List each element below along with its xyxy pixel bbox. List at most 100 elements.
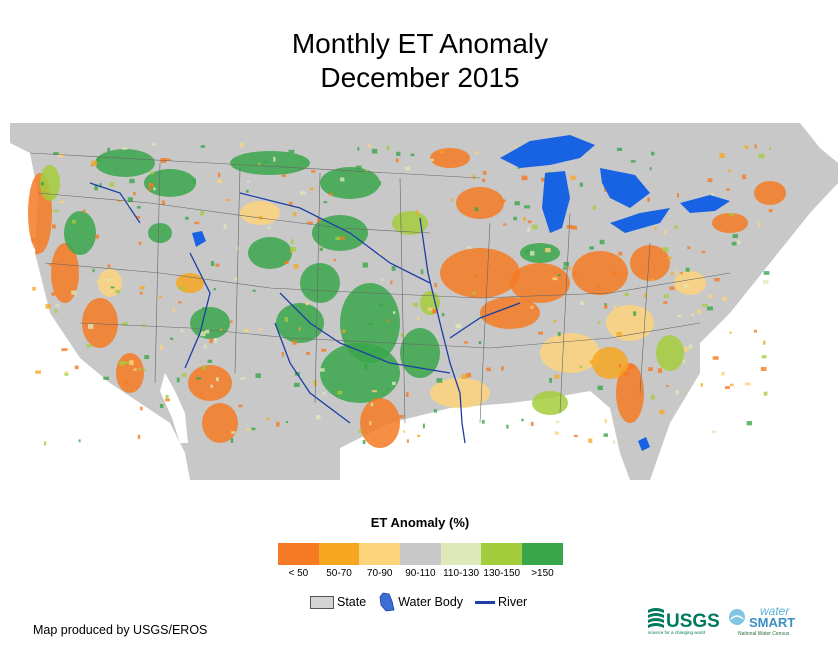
anomaly-speckle	[200, 210, 204, 216]
anomaly-patch	[656, 335, 684, 371]
mississippi-river	[419, 217, 466, 444]
anomaly-speckle	[618, 251, 623, 256]
anomaly-speckle	[659, 409, 665, 414]
anomaly-speckle	[386, 387, 390, 391]
anomaly-speckle	[72, 220, 76, 224]
anomaly-speckle	[124, 361, 130, 364]
anomaly-patch	[606, 305, 654, 341]
anomaly-speckle	[616, 332, 622, 337]
anomaly-speckle	[213, 287, 216, 291]
anomaly-speckle	[761, 355, 767, 359]
lake-erie	[610, 208, 670, 233]
anomaly-speckle	[122, 381, 129, 384]
anomaly-speckle	[573, 434, 578, 437]
anomaly-speckle	[315, 414, 321, 420]
missouri-river	[239, 192, 431, 284]
anomaly-speckle	[503, 223, 507, 226]
anomaly-speckle	[200, 331, 206, 337]
anomaly-speckle	[563, 262, 570, 267]
anomaly-speckle	[127, 197, 133, 203]
anomaly-speckle	[532, 224, 538, 230]
anomaly-speckle	[648, 367, 653, 371]
anomaly-speckle	[706, 306, 713, 311]
anomaly-speckle	[141, 324, 147, 327]
anomaly-patch	[320, 343, 400, 403]
anomaly-speckle	[140, 406, 143, 411]
usgs-text: USGS	[666, 611, 720, 632]
anomaly-speckle	[387, 319, 390, 322]
anomaly-speckle	[724, 386, 730, 389]
legend-label: 130-150	[483, 568, 521, 579]
anomaly-speckle	[711, 430, 717, 434]
anomaly-speckle	[603, 433, 608, 437]
anomaly-patch	[230, 151, 310, 175]
anomaly-speckle	[545, 248, 551, 253]
anomaly-speckle	[53, 210, 59, 212]
water-key: Water Body	[378, 592, 463, 612]
anomaly-speckle	[557, 274, 561, 277]
anomaly-speckle	[440, 150, 444, 154]
anomaly-speckle	[501, 366, 504, 371]
anomaly-speckle	[395, 158, 399, 163]
anomaly-patch	[754, 181, 786, 205]
anomaly-patch	[480, 297, 540, 329]
anomaly-speckle	[151, 143, 157, 146]
anomaly-patch	[51, 243, 79, 303]
anomaly-speckle	[736, 240, 741, 244]
anomaly-speckle	[365, 169, 368, 173]
lake-michigan	[542, 171, 570, 233]
anomaly-speckle	[64, 371, 68, 374]
anomaly-speckle	[482, 171, 487, 175]
anomaly-speckle	[106, 279, 112, 282]
anomaly-patch	[82, 298, 118, 348]
anomaly-speckle	[527, 220, 532, 224]
atlantic-ocean	[650, 183, 838, 480]
anomaly-speckle	[758, 153, 765, 159]
anomaly-speckle	[94, 185, 98, 191]
anomaly-patch	[674, 271, 706, 295]
anomaly-speckle	[294, 382, 300, 387]
anomaly-patch	[616, 363, 644, 423]
anomaly-speckle	[309, 187, 314, 191]
anomaly-speckle	[436, 378, 443, 383]
anomaly-speckle	[263, 160, 268, 164]
anomaly-speckle	[180, 329, 184, 332]
anomaly-speckle	[400, 332, 404, 338]
state-line-7	[399, 177, 406, 424]
anomaly-speckle	[552, 277, 558, 281]
anomaly-speckle	[579, 182, 583, 187]
anomaly-speckle	[285, 421, 289, 424]
anomaly-speckle	[464, 341, 468, 344]
anomaly-speckle	[555, 420, 560, 424]
anomaly-speckle	[74, 365, 79, 370]
anomaly-speckle	[455, 323, 462, 329]
anomaly-speckle	[53, 152, 59, 155]
anomaly-patch	[312, 215, 368, 251]
anomaly-patch	[190, 307, 230, 339]
anomaly-speckle	[158, 296, 162, 299]
anomaly-speckle	[472, 291, 476, 295]
pacific-ocean-area	[10, 143, 190, 480]
anomaly-speckle	[170, 337, 174, 340]
anomaly-patch	[510, 263, 570, 303]
anomaly-speckle	[122, 147, 128, 150]
lake-okeechobee	[638, 437, 650, 451]
anomaly-speckle	[322, 392, 326, 396]
anomaly-speckle	[617, 147, 623, 151]
anomaly-patch	[144, 169, 196, 197]
anomaly-speckle	[763, 271, 770, 275]
anomaly-speckle	[240, 377, 246, 380]
anomaly-speckle	[340, 177, 345, 182]
anomaly-speckle	[35, 250, 40, 255]
lake-ontario	[680, 195, 730, 213]
anomaly-speckle	[153, 187, 156, 191]
anomaly-speckle	[139, 291, 143, 295]
anomaly-speckle	[757, 222, 761, 227]
anomaly-speckle	[714, 278, 720, 282]
anomaly-speckle	[554, 374, 560, 379]
anomaly-speckle	[129, 178, 135, 184]
anomaly-speckle	[223, 224, 227, 230]
state-symbol	[310, 595, 334, 609]
anomaly-speckle	[664, 229, 667, 235]
anomaly-speckle	[258, 215, 263, 220]
